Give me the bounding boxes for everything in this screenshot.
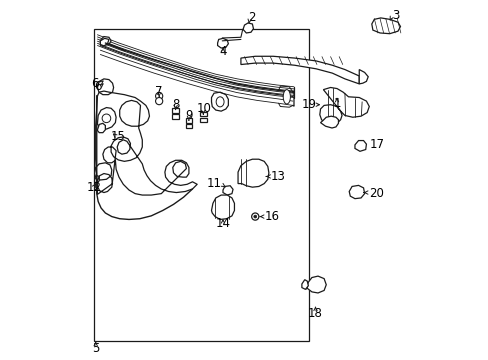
- Polygon shape: [371, 18, 400, 34]
- Text: 13: 13: [270, 170, 285, 183]
- Polygon shape: [305, 276, 325, 293]
- Polygon shape: [97, 79, 113, 95]
- Circle shape: [155, 98, 163, 105]
- Polygon shape: [199, 112, 206, 116]
- Polygon shape: [223, 186, 233, 195]
- Polygon shape: [97, 108, 116, 129]
- Polygon shape: [211, 92, 228, 111]
- Polygon shape: [172, 114, 179, 119]
- Text: 2: 2: [247, 12, 255, 24]
- Text: 9: 9: [185, 109, 192, 122]
- Text: 5: 5: [92, 342, 99, 355]
- Text: 7: 7: [155, 85, 163, 98]
- Polygon shape: [94, 163, 112, 180]
- Text: 10: 10: [197, 103, 211, 116]
- Text: 12: 12: [87, 181, 102, 194]
- Polygon shape: [97, 123, 105, 133]
- Circle shape: [253, 215, 256, 218]
- Polygon shape: [211, 195, 234, 220]
- Bar: [94, 30, 308, 341]
- Polygon shape: [301, 280, 308, 289]
- Polygon shape: [359, 69, 367, 84]
- Text: 20: 20: [368, 187, 384, 200]
- Text: 17: 17: [368, 138, 384, 150]
- Polygon shape: [319, 87, 368, 125]
- Text: 6: 6: [94, 80, 101, 93]
- Polygon shape: [101, 37, 111, 45]
- Text: 4: 4: [219, 45, 226, 58]
- Polygon shape: [185, 124, 192, 129]
- Polygon shape: [243, 23, 253, 33]
- Polygon shape: [320, 116, 338, 128]
- Polygon shape: [241, 56, 359, 84]
- Text: 8: 8: [172, 98, 179, 111]
- Text: 18: 18: [307, 307, 322, 320]
- Polygon shape: [217, 39, 228, 48]
- Polygon shape: [348, 185, 364, 199]
- Polygon shape: [94, 176, 99, 184]
- Polygon shape: [199, 118, 206, 122]
- Text: 14: 14: [215, 217, 230, 230]
- Polygon shape: [185, 118, 192, 123]
- Polygon shape: [172, 108, 179, 113]
- Polygon shape: [100, 39, 109, 46]
- Ellipse shape: [216, 97, 224, 107]
- Polygon shape: [238, 159, 268, 187]
- Text: 11: 11: [206, 177, 221, 190]
- Text: 3: 3: [391, 9, 399, 22]
- Ellipse shape: [283, 90, 290, 104]
- Text: 1: 1: [333, 98, 340, 111]
- Circle shape: [251, 213, 258, 220]
- Text: 16: 16: [264, 210, 279, 223]
- Polygon shape: [354, 140, 366, 151]
- Text: 15: 15: [111, 130, 125, 144]
- Circle shape: [102, 114, 110, 123]
- Text: 19: 19: [301, 98, 316, 111]
- Circle shape: [155, 93, 163, 100]
- Text: 6: 6: [90, 77, 98, 90]
